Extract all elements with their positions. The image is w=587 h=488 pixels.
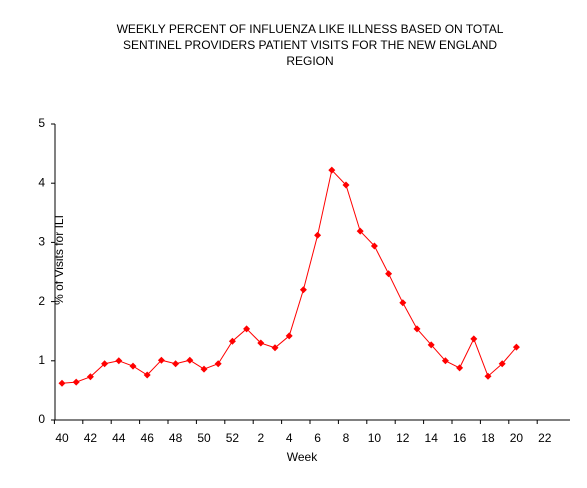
chart-title: REGION bbox=[286, 54, 333, 68]
data-point bbox=[200, 365, 208, 373]
data-point bbox=[228, 337, 236, 345]
data-point bbox=[498, 360, 506, 368]
y-tick-label: 1 bbox=[38, 353, 45, 367]
y-tick-label: 3 bbox=[38, 235, 45, 249]
data-point bbox=[243, 325, 251, 333]
x-tick-label: 46 bbox=[141, 431, 155, 445]
data-point bbox=[399, 299, 407, 307]
data-point bbox=[214, 360, 222, 368]
x-tick-label: 44 bbox=[112, 431, 126, 445]
data-point bbox=[441, 357, 449, 365]
x-tick-label: 40 bbox=[55, 431, 69, 445]
data-point bbox=[413, 325, 421, 333]
data-point bbox=[356, 227, 364, 235]
x-tick-label: 52 bbox=[226, 431, 240, 445]
data-point bbox=[143, 371, 151, 379]
data-point bbox=[129, 362, 137, 370]
data-point bbox=[271, 344, 279, 352]
chart-title: WEEKLY PERCENT OF INFLUENZA LIKE ILLNESS… bbox=[117, 22, 504, 36]
x-tick-label: 10 bbox=[368, 431, 382, 445]
data-point bbox=[385, 270, 393, 278]
x-tick-label: 14 bbox=[425, 431, 439, 445]
x-tick-label: 12 bbox=[396, 431, 410, 445]
data-point bbox=[456, 364, 464, 372]
x-tick-label: 48 bbox=[169, 431, 183, 445]
data-point bbox=[285, 332, 293, 340]
x-tick-label: 4 bbox=[286, 431, 293, 445]
x-axis-label: Week bbox=[287, 450, 318, 464]
chart-title: SENTINEL PROVIDERS PATIENT VISITS FOR TH… bbox=[123, 38, 497, 52]
data-point bbox=[115, 357, 123, 365]
data-point bbox=[328, 166, 336, 174]
x-tick-label: 8 bbox=[343, 431, 350, 445]
data-point bbox=[257, 339, 265, 347]
data-point bbox=[470, 335, 478, 343]
data-point bbox=[101, 360, 109, 368]
data-point bbox=[58, 379, 66, 387]
x-tick-label: 6 bbox=[314, 431, 321, 445]
y-tick-label: 0 bbox=[38, 412, 45, 426]
data-point bbox=[342, 181, 350, 189]
series-line bbox=[61, 169, 517, 384]
data-point bbox=[186, 356, 194, 364]
y-tick-label: 5 bbox=[38, 116, 45, 130]
data-point bbox=[86, 373, 94, 381]
data-point bbox=[484, 372, 492, 380]
data-point bbox=[157, 356, 165, 364]
data-point bbox=[72, 378, 80, 386]
data-point bbox=[172, 360, 180, 368]
x-tick-label: 22 bbox=[538, 431, 552, 445]
x-tick-label: 20 bbox=[510, 431, 524, 445]
x-tick-label: 2 bbox=[257, 431, 264, 445]
x-tick-label: 18 bbox=[481, 431, 495, 445]
y-axis-label: % of Visits for ILI bbox=[52, 215, 66, 305]
data-point bbox=[512, 343, 520, 351]
x-tick-label: 16 bbox=[453, 431, 467, 445]
data-point bbox=[299, 286, 307, 294]
x-tick-label: 42 bbox=[84, 431, 98, 445]
data-point bbox=[427, 341, 435, 349]
x-tick-label: 50 bbox=[197, 431, 211, 445]
y-tick-label: 4 bbox=[38, 175, 45, 189]
data-point bbox=[370, 242, 378, 250]
y-tick-label: 2 bbox=[38, 294, 45, 308]
data-point bbox=[314, 231, 322, 239]
